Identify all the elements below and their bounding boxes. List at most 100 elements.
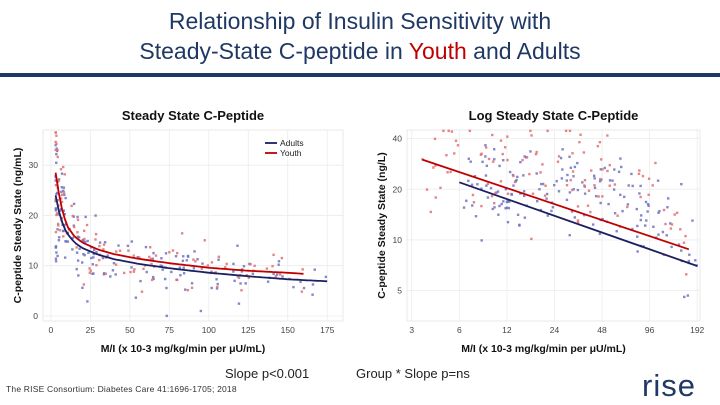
scatter-point <box>687 259 691 263</box>
scatter-point <box>122 271 126 275</box>
scatter-point <box>88 267 91 270</box>
scatter-point <box>518 223 521 227</box>
scatter-point <box>142 267 145 271</box>
scatter-point <box>82 283 86 286</box>
scatter-point <box>616 214 619 217</box>
scatter-point <box>612 188 616 191</box>
scatter-point <box>469 160 472 163</box>
scatter-point <box>615 229 618 233</box>
scatter-point <box>281 275 284 278</box>
scatter-point <box>608 163 611 167</box>
scatter-point <box>292 285 295 289</box>
scatter-point <box>55 134 58 137</box>
y-tick-label: 20 <box>393 184 403 194</box>
scatter-point <box>665 234 668 237</box>
scatter-point <box>196 258 199 261</box>
scatter-point <box>94 232 98 236</box>
scatter-point <box>182 272 186 275</box>
scatter-point <box>215 278 218 281</box>
scatter-point <box>54 140 57 144</box>
scatter-point <box>516 175 519 179</box>
scatter-point <box>546 129 549 133</box>
scatter-point <box>185 259 189 262</box>
scatter-point <box>583 184 586 187</box>
x-tick-label: 24 <box>550 325 560 335</box>
scatter-point <box>232 262 235 266</box>
scatter-point <box>530 237 533 241</box>
scatter-point <box>651 184 654 187</box>
scatter-point <box>140 290 144 293</box>
scatter-point <box>61 165 65 169</box>
scatter-point <box>109 275 112 278</box>
scatter-point <box>302 286 306 290</box>
y-tick-label: 5 <box>397 286 402 296</box>
title-line-1: Relationship of Insulin Sensitivity with <box>168 8 552 34</box>
scatter-point <box>545 192 549 196</box>
scatter-point <box>139 279 142 283</box>
scatter-point <box>680 182 683 186</box>
scatter-point <box>92 252 96 256</box>
scatter-point <box>133 268 136 271</box>
scatter-point <box>456 144 460 147</box>
scatter-point <box>471 204 474 207</box>
scatter-point <box>81 238 84 242</box>
scatter-point <box>471 193 475 197</box>
scatter-point <box>83 240 87 244</box>
scatter-point <box>470 183 474 186</box>
x-tick-label: 96 <box>645 325 655 335</box>
x-tick-label: 192 <box>690 325 704 335</box>
scatter-point <box>484 146 488 149</box>
scatter-point <box>182 266 185 269</box>
scatter-point <box>638 169 641 172</box>
scatter-point <box>56 155 59 159</box>
scatter-point <box>652 225 655 228</box>
scatter-point <box>500 202 503 206</box>
chart-title: Log Steady State C-Peptide <box>469 108 639 123</box>
scatter-point <box>450 130 454 133</box>
scatter-point <box>247 262 251 266</box>
scatter-point <box>506 220 510 224</box>
scatter-point <box>72 225 76 229</box>
scatter-point <box>608 184 611 187</box>
x-tick-label: 125 <box>241 325 255 335</box>
scatter-point <box>529 129 532 133</box>
scatter-point <box>91 263 94 266</box>
scatter-point <box>434 196 437 199</box>
scatter-point <box>507 206 510 210</box>
scatter-point <box>684 234 687 238</box>
scatter-point <box>680 249 683 252</box>
scatter-point <box>54 131 57 134</box>
scatter-point <box>646 203 650 206</box>
scatter-point <box>271 264 274 268</box>
scatter-point <box>301 268 304 271</box>
scatter-point <box>59 209 62 212</box>
scatter-point <box>529 150 532 153</box>
scatter-point <box>513 180 517 184</box>
scatter-point <box>647 193 650 196</box>
scatter-point <box>613 168 616 171</box>
scatter-point <box>278 273 282 276</box>
scatter-point <box>92 248 96 252</box>
scatter-point <box>564 129 568 133</box>
y-tick-label: 40 <box>393 134 403 144</box>
scatter-point <box>617 170 621 174</box>
chart-log-steady-state: Log Steady State C-Peptide 3 6 12 24 48 96 192 5… <box>376 108 705 355</box>
scatter-point <box>311 283 315 286</box>
scatter-point <box>670 223 674 226</box>
scatter-point <box>164 252 168 255</box>
chart-title: Steady State C-Peptide <box>122 108 264 123</box>
scatter-point <box>277 260 281 263</box>
scatter-point <box>174 255 178 258</box>
scatter-point <box>179 274 182 277</box>
scatter-point <box>56 180 60 183</box>
scatter-point <box>64 240 67 243</box>
scatter-point <box>636 250 639 253</box>
scatter-point <box>224 266 227 269</box>
legend-label-youth: Youth <box>280 148 302 158</box>
scatter-point <box>491 207 494 211</box>
scatter-point <box>480 187 483 190</box>
scatter-point <box>71 236 75 240</box>
scatter-point <box>62 191 66 194</box>
scatter-point <box>55 251 58 254</box>
scatter-point <box>439 186 442 190</box>
